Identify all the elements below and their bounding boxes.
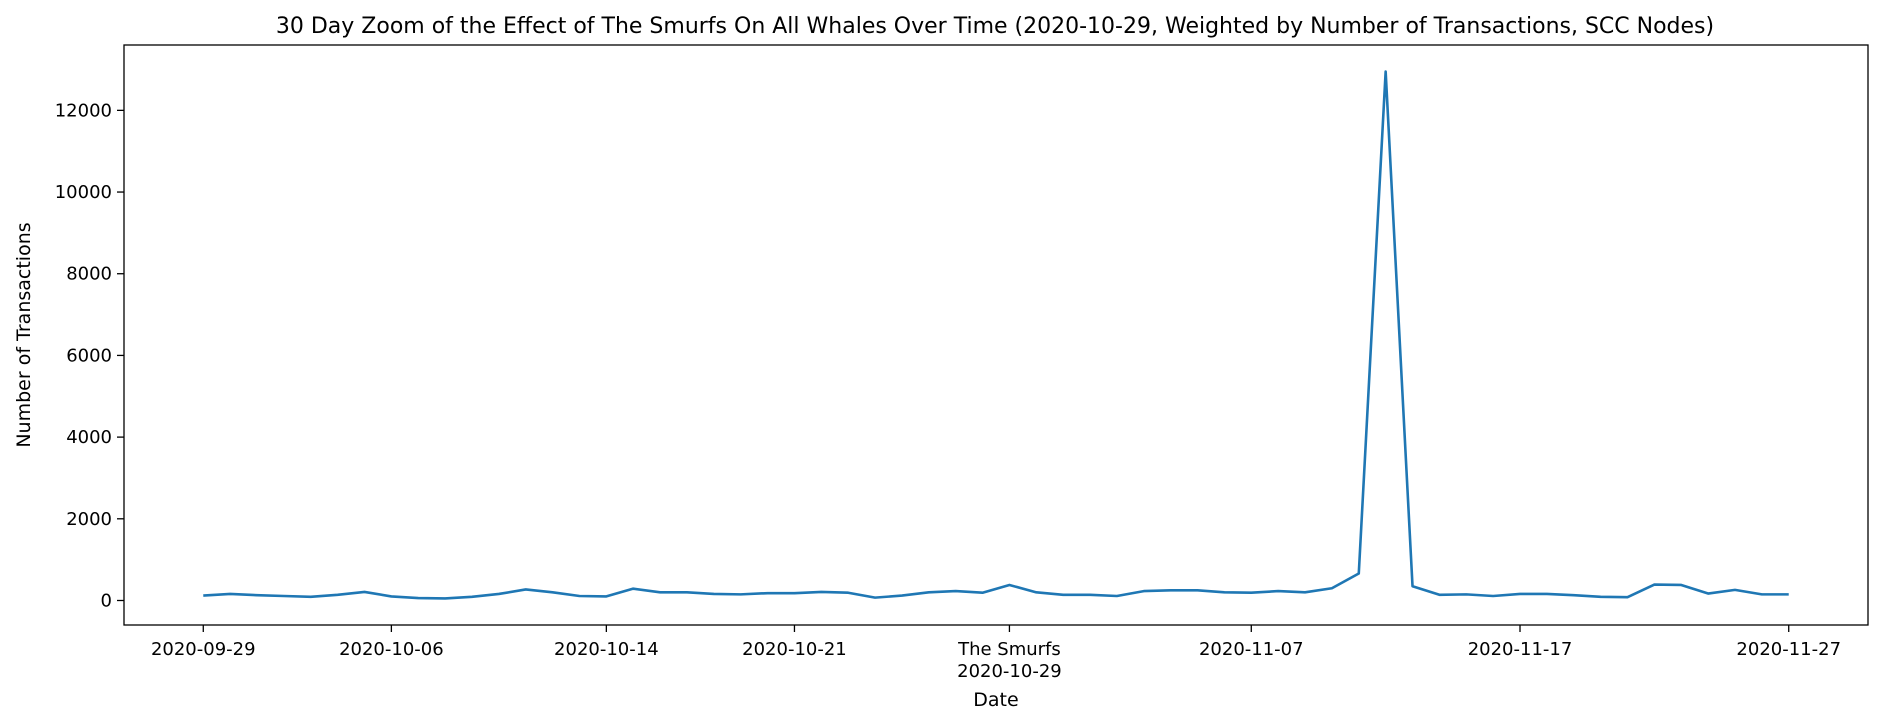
x-tick-label: 2020-10-14: [554, 639, 659, 660]
y-tick-label: 6000: [66, 345, 112, 366]
series-line: [203, 70, 1789, 600]
x-tick-label: 2020-09-29: [151, 639, 256, 660]
plot-area-frame: [123, 44, 1869, 626]
x-axis-label: Date: [973, 689, 1018, 711]
y-tick-label: 8000: [66, 264, 112, 285]
y-tick-label: 10000: [55, 182, 112, 203]
x-tick-label: 2020-11-17: [1468, 639, 1573, 660]
y-tick-label: 0: [101, 590, 112, 611]
x-tick-label: 2020-10-29: [957, 661, 1062, 682]
x-tick-label: 2020-10-06: [339, 639, 444, 660]
chart-title: 30 Day Zoom of the Effect of The Smurfs …: [276, 14, 1714, 39]
x-tick-label: 2020-10-21: [742, 639, 847, 660]
event-label: The Smurfs: [957, 639, 1061, 660]
x-tick-label: 2020-11-27: [1736, 639, 1841, 660]
y-tick-label: 12000: [55, 100, 112, 121]
y-tick-label: 2000: [66, 509, 112, 530]
y-tick-label: 4000: [66, 427, 112, 448]
x-axis: 2020-09-29 2020-10-06 2020-10-14 2020-10-21…: [151, 625, 1841, 682]
x-tick-label: 2020-11-07: [1199, 639, 1304, 660]
y-axis-label: Number of Transactions: [13, 222, 35, 447]
y-axis: 0 2000 4000 6000 8000 10000 12000: [55, 100, 124, 611]
